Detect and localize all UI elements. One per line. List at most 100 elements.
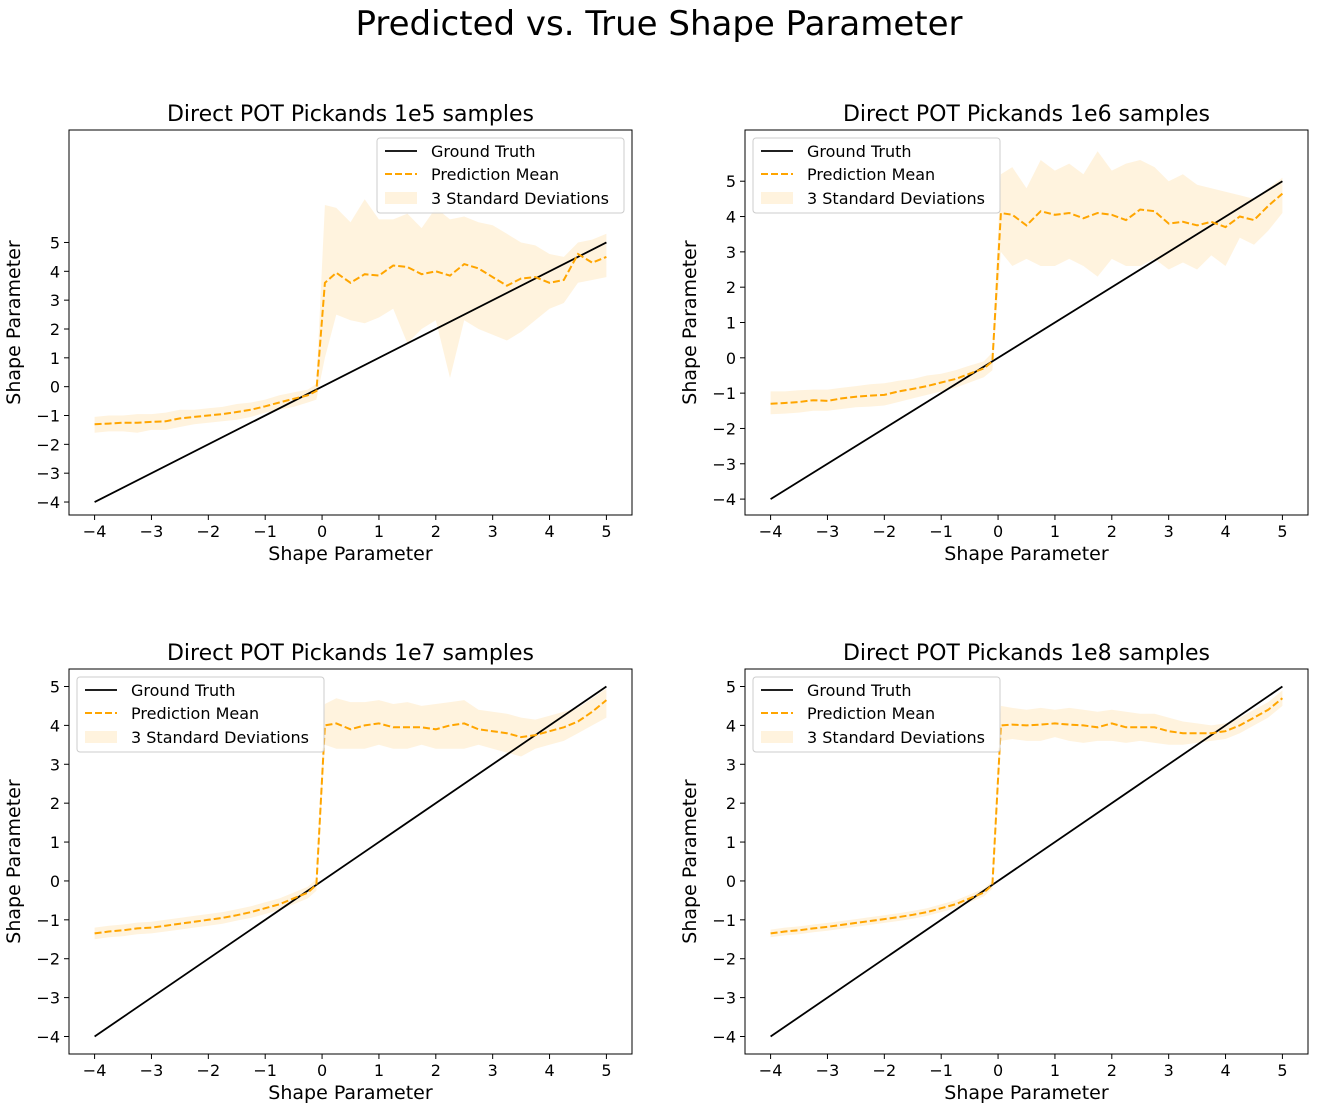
x-tick-label: 4 bbox=[544, 1061, 554, 1080]
y-axis-label: Shape Parameter bbox=[679, 779, 701, 944]
x-tick-label: −4 bbox=[759, 1061, 783, 1080]
ground-truth-line bbox=[94, 685, 607, 1038]
x-tick-label: 0 bbox=[317, 522, 327, 541]
legend-entry: Ground Truth bbox=[131, 681, 236, 700]
std-band bbox=[94, 688, 607, 940]
y-tick-label: 0 bbox=[726, 349, 736, 368]
x-tick-label: 4 bbox=[544, 522, 554, 541]
y-tick-label: −3 bbox=[36, 464, 60, 483]
x-tick-label: 3 bbox=[1164, 1061, 1174, 1080]
legend-swatch-std-band bbox=[385, 192, 417, 204]
x-tick-label: 1 bbox=[374, 522, 384, 541]
std-band bbox=[770, 151, 1283, 415]
y-tick-label: 3 bbox=[726, 755, 736, 774]
legend-entry: 3 Standard Deviations bbox=[807, 728, 985, 747]
subplot-3: Direct POT Pickands 1e7 samples −4 −3 −2 −1 0… bbox=[3, 641, 633, 1104]
x-tick-label: −1 bbox=[929, 1061, 953, 1080]
legend-entry: Prediction Mean bbox=[807, 165, 935, 184]
x-tick-label: 0 bbox=[993, 522, 1003, 541]
x-tick-label: 5 bbox=[601, 522, 611, 541]
legend-box bbox=[752, 676, 1001, 753]
y-tick-label: 1 bbox=[726, 314, 736, 333]
x-axis-label: Shape Parameter bbox=[944, 1082, 1109, 1104]
legend: Ground Truth Prediction Mean 3 Standard De… bbox=[76, 676, 325, 753]
x-tick-label: 1 bbox=[1050, 522, 1060, 541]
axes-frame bbox=[68, 668, 633, 1055]
std-band bbox=[94, 199, 607, 433]
legend-entry: 3 Standard Deviations bbox=[807, 189, 985, 208]
y-tick-label: 4 bbox=[50, 262, 60, 281]
y-tick-label: −4 bbox=[36, 1028, 60, 1047]
x-tick-label: 0 bbox=[317, 1061, 327, 1080]
x-tick-label: −1 bbox=[253, 1061, 277, 1080]
x-tick-label: −3 bbox=[140, 1061, 164, 1080]
x-tick-label: 2 bbox=[1107, 1061, 1117, 1080]
ground-truth-line bbox=[770, 685, 1283, 1038]
y-tick-label: −1 bbox=[712, 384, 736, 403]
legend: Ground Truth Prediction Mean 3 Standard De… bbox=[376, 137, 625, 214]
y-tick-label: −2 bbox=[36, 435, 60, 454]
subplot-title: Direct POT Pickands 1e8 samples bbox=[843, 641, 1210, 666]
axes-frame bbox=[744, 668, 1309, 1055]
legend-entry: Ground Truth bbox=[807, 142, 912, 161]
x-axis-label: Shape Parameter bbox=[268, 543, 433, 565]
y-tick-label: −2 bbox=[712, 419, 736, 438]
subplot-title: Direct POT Pickands 1e6 samples bbox=[843, 102, 1210, 127]
x-tick-label: 3 bbox=[488, 1061, 498, 1080]
axes-frame bbox=[68, 129, 633, 516]
y-tick-label: 2 bbox=[726, 278, 736, 297]
x-tick-label: 2 bbox=[431, 522, 441, 541]
x-tick-label: 1 bbox=[374, 1061, 384, 1080]
y-tick-label: 2 bbox=[726, 794, 736, 813]
y-tick-label: 5 bbox=[50, 233, 60, 252]
x-tick-label: −1 bbox=[253, 522, 277, 541]
y-axis-label: Shape Parameter bbox=[3, 779, 25, 944]
x-tick-label: −4 bbox=[83, 522, 107, 541]
y-tick-label: 0 bbox=[50, 872, 60, 891]
y-tick-label: 3 bbox=[50, 291, 60, 310]
y-tick-label: 4 bbox=[50, 716, 60, 735]
legend-entry: Prediction Mean bbox=[807, 704, 935, 723]
std-band bbox=[770, 690, 1283, 938]
y-tick-label: −1 bbox=[36, 407, 60, 426]
x-tick-label: 1 bbox=[1050, 1061, 1060, 1080]
x-tick-label: 4 bbox=[1220, 522, 1230, 541]
y-tick-label: 5 bbox=[50, 678, 60, 697]
y-tick-label: −1 bbox=[36, 911, 60, 930]
y-tick-label: 4 bbox=[726, 208, 736, 227]
x-tick-label: 0 bbox=[993, 1061, 1003, 1080]
x-tick-label: −3 bbox=[816, 522, 840, 541]
y-tick-label: 5 bbox=[726, 678, 736, 697]
x-tick-label: −4 bbox=[83, 1061, 107, 1080]
y-tick-label: −4 bbox=[712, 490, 736, 509]
ground-truth-line bbox=[94, 241, 607, 503]
legend-entry: 3 Standard Deviations bbox=[431, 189, 609, 208]
subplot-1: Direct POT Pickands 1e5 samples −4 −3 −2 −1 0… bbox=[3, 102, 633, 565]
x-tick-label: 4 bbox=[1220, 1061, 1230, 1080]
legend-swatch-std-band bbox=[85, 731, 117, 743]
y-tick-label: −4 bbox=[712, 1028, 736, 1047]
x-tick-label: −2 bbox=[873, 522, 897, 541]
y-tick-label: 1 bbox=[726, 833, 736, 852]
x-tick-label: 5 bbox=[601, 1061, 611, 1080]
y-tick-label: 0 bbox=[50, 378, 60, 397]
y-axis-label: Shape Parameter bbox=[3, 240, 25, 405]
y-tick-label: 5 bbox=[726, 172, 736, 191]
x-tick-label: 2 bbox=[1107, 522, 1117, 541]
legend-entry: Ground Truth bbox=[431, 142, 536, 161]
x-tick-label: −2 bbox=[873, 1061, 897, 1080]
legend-box bbox=[752, 137, 1001, 214]
y-tick-label: 3 bbox=[50, 755, 60, 774]
legend-entry: Prediction Mean bbox=[431, 165, 559, 184]
legend-entry: Ground Truth bbox=[807, 681, 912, 700]
x-tick-label: 3 bbox=[1164, 522, 1174, 541]
legend-box bbox=[376, 137, 625, 214]
x-tick-label: 3 bbox=[488, 522, 498, 541]
x-tick-label: 2 bbox=[431, 1061, 441, 1080]
legend: Ground Truth Prediction Mean 3 Standard De… bbox=[752, 137, 1001, 214]
ground-truth-line bbox=[770, 180, 1283, 500]
x-tick-label: −3 bbox=[816, 1061, 840, 1080]
y-tick-label: −1 bbox=[712, 911, 736, 930]
legend-box bbox=[76, 676, 325, 753]
